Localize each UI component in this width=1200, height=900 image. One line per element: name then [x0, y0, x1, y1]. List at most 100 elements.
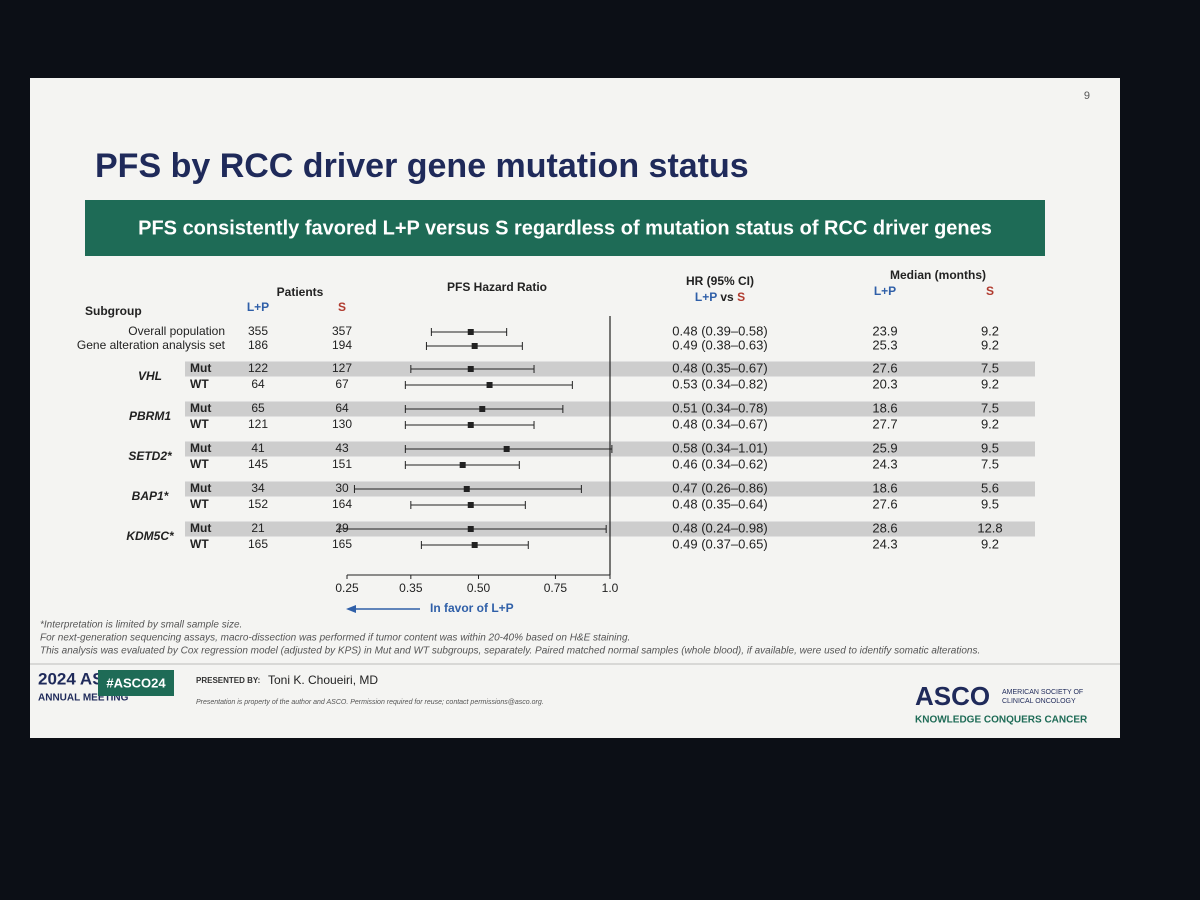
gene-name: KDM5C*	[126, 529, 175, 543]
median-a: 27.7	[872, 416, 897, 431]
arm-b-header: S	[986, 284, 994, 298]
hr-point	[467, 502, 474, 508]
median-a: 24.3	[872, 536, 897, 551]
median-header: Median (months)	[890, 268, 986, 282]
hr-label: 0.48 (0.34–0.67)	[672, 416, 767, 431]
hr-point	[503, 446, 510, 452]
median-b: 5.6	[981, 480, 999, 495]
arm-b-header: S	[338, 300, 346, 314]
hr-point	[463, 486, 470, 492]
patients-a: 21	[251, 521, 265, 535]
row-label: WT	[190, 457, 209, 471]
row-label: WT	[190, 537, 209, 551]
footnote: This analysis was evaluated by Cox regre…	[40, 646, 980, 657]
median-b: 7.5	[981, 400, 999, 415]
row-label: Mut	[190, 401, 211, 415]
median-b: 9.5	[981, 496, 999, 511]
gene-name: PBRM1	[129, 409, 171, 423]
hr-label: 0.48 (0.35–0.67)	[672, 360, 767, 375]
arm-a-header: L+P	[874, 284, 896, 298]
hr-label: 0.46 (0.34–0.62)	[672, 456, 767, 471]
x-tick-label: 0.35	[399, 581, 423, 595]
median-b: 12.8	[977, 520, 1002, 535]
patients-b: 127	[332, 361, 352, 375]
patients-b: 151	[332, 457, 352, 471]
hr-label: 0.49 (0.37–0.65)	[672, 536, 767, 551]
hr-point	[467, 329, 474, 335]
patients-b: 43	[335, 441, 349, 455]
org-name: AMERICAN SOCIETY OF	[1002, 689, 1083, 696]
arm-a-header: L+P	[247, 300, 269, 314]
median-a: 23.9	[872, 323, 897, 338]
forest-plot: VHL PBRM1 SETD2* BAP1* KDM5C* 0.25 0.35 0.50 0.7…	[77, 316, 1035, 615]
patients-a: 355	[248, 324, 268, 338]
arm-b-header: S	[737, 290, 745, 304]
median-b: 7.5	[981, 456, 999, 471]
median-a: 25.3	[872, 337, 897, 352]
footnote: *Interpretation is limited by small samp…	[40, 620, 242, 631]
patients-a: 34	[251, 481, 265, 495]
gene-name: BAP1*	[132, 489, 170, 503]
banner-text: PFS consistently favored L+P versus S re…	[138, 217, 992, 239]
x-tick-label: 0.25	[335, 581, 359, 595]
patients-b: 165	[332, 537, 352, 551]
median-a: 27.6	[872, 496, 897, 511]
x-tick-label: 0.75	[544, 581, 568, 595]
median-a: 28.6	[872, 520, 897, 535]
hashtag-box	[98, 670, 174, 696]
slide-title: PFS by RCC driver gene mutation status	[95, 147, 749, 185]
median-a: 27.6	[872, 360, 897, 375]
row-label: Mut	[190, 361, 211, 375]
x-tick-label: 0.50	[467, 581, 491, 595]
median-a: 20.3	[872, 376, 897, 391]
median-b: 7.5	[981, 360, 999, 375]
median-a: 18.6	[872, 480, 897, 495]
hr-header: HR (95% CI)	[686, 274, 754, 288]
x-axis-title: PFS Hazard Ratio	[447, 280, 547, 294]
gene-name: SETD2*	[128, 449, 173, 463]
hr-point	[479, 406, 486, 412]
patients-b: 194	[332, 338, 352, 352]
slide-number: 9	[1084, 90, 1090, 102]
median-b: 9.2	[981, 337, 999, 352]
patients-b: 130	[332, 417, 352, 431]
median-b: 9.5	[981, 440, 999, 455]
patients-a: 121	[248, 417, 268, 431]
patients-b: 357	[332, 324, 352, 338]
footnote: For next-generation sequencing assays, m…	[40, 633, 630, 644]
patients-a: 122	[248, 361, 268, 375]
hr-label: 0.53 (0.34–0.82)	[672, 376, 767, 391]
median-b: 9.2	[981, 536, 999, 551]
row-label: Mut	[190, 521, 211, 535]
hr-label: 0.51 (0.34–0.78)	[672, 400, 767, 415]
tagline: KNOWLEDGE CONQUERS CANCER	[915, 715, 1088, 726]
arm-a-header: L+P	[695, 290, 717, 304]
hr-label: 0.58 (0.34–1.01)	[672, 440, 767, 455]
hr-label: 0.49 (0.38–0.63)	[672, 337, 767, 352]
hr-point	[486, 382, 493, 388]
permission: Presentation is property of the author a…	[196, 699, 544, 706]
meeting-name: ANNUAL MEETING	[38, 693, 129, 704]
hr-point	[471, 343, 478, 349]
patients-header: Patients	[277, 285, 324, 299]
median-b: 9.2	[981, 323, 999, 338]
row-label: Mut	[190, 441, 211, 455]
patients-b: 164	[332, 497, 352, 511]
hashtag: #ASCO24	[106, 675, 166, 690]
hr-label: 0.48 (0.35–0.64)	[672, 496, 767, 511]
hr-subheader: L+P vs S	[695, 290, 745, 304]
median-a: 18.6	[872, 400, 897, 415]
median-a: 25.9	[872, 440, 897, 455]
patients-a: 41	[251, 441, 265, 455]
row-label: WT	[190, 377, 209, 391]
row-label: Overall population	[128, 324, 225, 338]
median-b: 9.2	[981, 376, 999, 391]
median-b: 9.2	[981, 416, 999, 431]
presenter: Toni K. Choueiri, MD	[268, 673, 378, 687]
hr-point	[467, 526, 474, 532]
patients-a: 65	[251, 401, 265, 415]
gene-name: VHL	[138, 369, 162, 383]
org-name: CLINICAL ONCOLOGY	[1002, 698, 1076, 705]
hr-point	[471, 542, 478, 548]
